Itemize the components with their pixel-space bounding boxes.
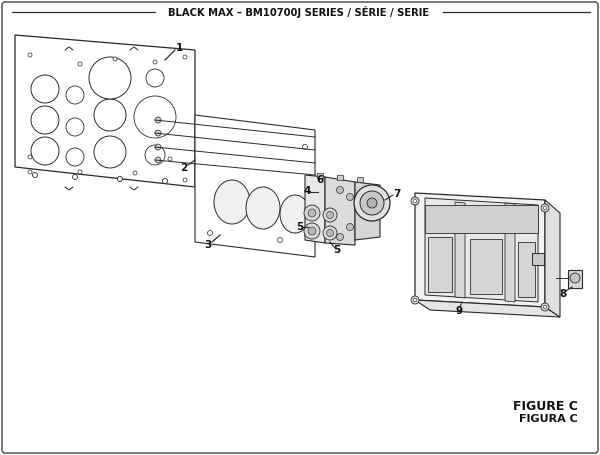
Circle shape (337, 187, 343, 193)
Circle shape (73, 175, 77, 180)
Circle shape (411, 197, 419, 205)
Polygon shape (425, 198, 538, 302)
Polygon shape (415, 193, 545, 307)
Circle shape (134, 96, 176, 138)
Circle shape (411, 296, 419, 304)
Circle shape (302, 145, 308, 150)
Circle shape (31, 137, 59, 165)
Polygon shape (195, 115, 315, 257)
Circle shape (183, 178, 187, 182)
Bar (317, 173, 323, 178)
Circle shape (66, 118, 84, 136)
Circle shape (155, 130, 161, 136)
Circle shape (541, 204, 549, 212)
Circle shape (323, 226, 337, 240)
Circle shape (304, 223, 320, 239)
Circle shape (347, 193, 353, 201)
Circle shape (31, 106, 59, 134)
Circle shape (326, 229, 334, 237)
Circle shape (28, 155, 32, 159)
Circle shape (308, 227, 316, 235)
Circle shape (155, 144, 161, 150)
Circle shape (168, 157, 172, 161)
Circle shape (354, 185, 390, 221)
Circle shape (94, 136, 126, 168)
Circle shape (326, 212, 334, 218)
Text: 4: 4 (304, 186, 311, 196)
Text: BLACK MAX – BM10700J SERIES / SÉRIE / SERIE: BLACK MAX – BM10700J SERIES / SÉRIE / SE… (169, 6, 430, 18)
Circle shape (367, 198, 377, 208)
Bar (425, 205, 538, 233)
Circle shape (323, 208, 337, 222)
Circle shape (66, 148, 84, 166)
Circle shape (28, 170, 32, 174)
Bar (470, 239, 502, 294)
Polygon shape (355, 182, 380, 240)
Bar (337, 175, 343, 180)
Circle shape (413, 199, 417, 203)
Circle shape (155, 157, 161, 163)
Polygon shape (325, 177, 355, 245)
Polygon shape (545, 200, 560, 317)
Text: 2: 2 (181, 163, 188, 173)
Ellipse shape (280, 195, 310, 233)
Circle shape (413, 298, 417, 302)
Circle shape (78, 62, 82, 66)
Circle shape (133, 171, 137, 175)
Circle shape (118, 177, 122, 182)
Text: FIGURA C: FIGURA C (519, 414, 578, 424)
Circle shape (347, 223, 353, 231)
Ellipse shape (214, 180, 250, 224)
Polygon shape (15, 35, 195, 187)
Ellipse shape (246, 187, 280, 229)
Circle shape (89, 57, 131, 99)
Circle shape (28, 53, 32, 57)
Circle shape (277, 238, 283, 243)
Circle shape (543, 206, 547, 210)
Circle shape (32, 172, 37, 177)
Text: 5: 5 (334, 245, 341, 255)
Text: FIGURE C: FIGURE C (513, 400, 578, 414)
Circle shape (66, 86, 84, 104)
Text: 8: 8 (559, 289, 566, 299)
Polygon shape (305, 175, 325, 243)
Circle shape (570, 273, 580, 283)
Circle shape (153, 60, 157, 64)
Circle shape (183, 55, 187, 59)
Text: 1: 1 (175, 43, 182, 53)
Bar (518, 242, 535, 297)
Circle shape (146, 69, 164, 87)
Bar (357, 177, 363, 182)
Circle shape (163, 178, 167, 183)
Circle shape (155, 117, 161, 123)
Bar (428, 237, 452, 292)
Circle shape (145, 145, 165, 165)
Circle shape (541, 303, 549, 311)
Circle shape (360, 191, 384, 215)
Circle shape (113, 57, 117, 61)
Circle shape (543, 305, 547, 309)
Polygon shape (415, 300, 560, 317)
Circle shape (208, 231, 212, 236)
Text: 7: 7 (394, 189, 401, 199)
Circle shape (31, 75, 59, 103)
Circle shape (78, 170, 82, 174)
Circle shape (308, 209, 316, 217)
Bar (532, 253, 544, 265)
Circle shape (94, 99, 126, 131)
Text: 6: 6 (316, 175, 323, 185)
Polygon shape (455, 202, 465, 298)
Text: 5: 5 (296, 222, 304, 232)
Circle shape (304, 205, 320, 221)
Text: 3: 3 (205, 240, 212, 250)
Text: 9: 9 (455, 306, 463, 316)
Polygon shape (505, 203, 515, 302)
Circle shape (337, 233, 343, 241)
Bar (568, 270, 582, 288)
